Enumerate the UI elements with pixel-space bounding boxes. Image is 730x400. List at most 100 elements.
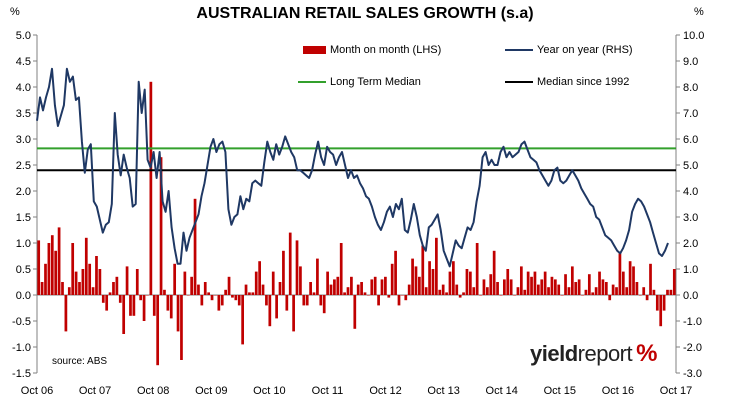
bar-month-on-month (567, 287, 571, 295)
bar-month-on-month (363, 292, 367, 295)
bar-month-on-month (166, 295, 170, 311)
bar-month-on-month (492, 250, 496, 295)
bar-month-on-month (180, 295, 183, 360)
bar-month-on-month (394, 250, 397, 295)
x-tick-label: Oct 08 (137, 385, 169, 397)
bar-month-on-month (550, 276, 554, 295)
bar-month-on-month (149, 81, 153, 295)
bar-month-on-month (261, 284, 265, 295)
bar-month-on-month (81, 269, 85, 295)
bar-month-on-month (61, 282, 64, 295)
bar-month-on-month (499, 295, 503, 296)
x-axis-ticks: Oct 06 Oct 07 Oct 08 Oct 09 Oct 10 Oct 11 Oct … (21, 385, 692, 397)
right-axis-ticks: 10.0 9.0 8.0 7.0 6.0 5.0 4.0 3.0 2.0 1.0 0.0 -1.0 -2… (676, 30, 704, 380)
bar-month-on-month (333, 279, 336, 295)
bar-month-on-month (322, 295, 326, 314)
bar-month-on-month (292, 295, 295, 332)
bar-month-on-month (530, 276, 533, 295)
bar-month-on-month (57, 227, 61, 295)
bar-month-on-month (101, 295, 105, 303)
left-tick-label: 1.5 (16, 212, 31, 224)
bar-month-on-month (122, 295, 126, 334)
bar-month-on-month (465, 269, 469, 295)
bar-month-on-month (458, 295, 462, 298)
bar-month-on-month (598, 271, 601, 295)
bar-month-on-month (197, 284, 200, 295)
bar-month-on-month (594, 287, 598, 295)
bar-month-on-month (601, 279, 605, 295)
bar-month-on-month (523, 289, 527, 295)
left-tick-label: 2.5 (16, 160, 31, 172)
bar-month-on-month (312, 292, 316, 295)
bar-month-on-month (224, 289, 228, 295)
percent-icon: % (636, 340, 657, 367)
left-tick-label: 4.0 (16, 82, 31, 94)
right-tick-label: 0.0 (683, 290, 698, 302)
bar-month-on-month (282, 250, 285, 295)
bar-month-on-month (438, 289, 442, 295)
bar-month-on-month (669, 289, 673, 295)
bar-month-on-month (414, 266, 418, 295)
bar-month-on-month (574, 282, 578, 295)
bar-month-on-month (380, 279, 384, 295)
bar-month-on-month (237, 295, 241, 306)
bar-month-on-month (642, 287, 646, 295)
legend-label-year-on-year: Year on year (RHS) (537, 44, 633, 56)
bar-month-on-month (638, 295, 642, 296)
bar-month-on-month (496, 282, 499, 295)
bar-month-on-month (560, 295, 564, 296)
bar-month-on-month (207, 292, 211, 295)
line-series-year-on-year (36, 67, 669, 268)
bar-month-on-month (587, 274, 591, 295)
bar-month-on-month (200, 295, 204, 306)
left-tick-label: 1.0 (16, 238, 31, 250)
bar-month-on-month (418, 276, 421, 295)
bar-month-on-month (424, 287, 428, 295)
bar-month-on-month (509, 279, 513, 295)
bar-month-on-month (557, 284, 561, 295)
left-tick-label: 4.5 (16, 56, 31, 68)
bar-series-month-on-month (37, 81, 676, 366)
bar-month-on-month (625, 287, 629, 295)
bar-month-on-month (98, 269, 102, 295)
bar-month-on-month (404, 295, 408, 301)
bar-month-on-month (611, 284, 615, 295)
bar-month-on-month (462, 292, 465, 295)
bar-month-on-month (547, 287, 550, 295)
left-tick-label: 5.0 (16, 30, 31, 42)
right-tick-label: 9.0 (683, 56, 698, 68)
bar-month-on-month (482, 279, 486, 295)
bar-month-on-month (377, 295, 380, 306)
bar-month-on-month (254, 271, 258, 295)
bar-month-on-month (152, 295, 156, 316)
bar-month-on-month (441, 284, 445, 295)
bar-month-on-month (435, 237, 438, 295)
left-axis-unit: % (10, 6, 20, 18)
bar-month-on-month (132, 295, 136, 316)
bar-month-on-month (234, 295, 238, 301)
legend-swatch-month-on-month (303, 46, 326, 54)
left-tick-label: 2.0 (16, 186, 31, 198)
right-tick-label: 10.0 (683, 30, 704, 42)
bar-month-on-month (190, 276, 194, 295)
bar-month-on-month (659, 295, 663, 327)
bar-month-on-month (645, 295, 649, 301)
bar-month-on-month (591, 292, 595, 295)
bar-month-on-month (258, 261, 261, 295)
legend-label-month-on-month: Month on month (LHS) (330, 44, 442, 56)
bar-month-on-month (203, 282, 207, 295)
right-tick-label: 6.0 (683, 134, 698, 146)
bar-month-on-month (316, 258, 319, 295)
bar-month-on-month (649, 263, 652, 295)
bar-month-on-month (526, 271, 530, 295)
bar-month-on-month (50, 235, 54, 295)
bar-month-on-month (367, 295, 370, 296)
bar-month-on-month (387, 295, 391, 298)
bar-month-on-month (373, 276, 377, 295)
bar-month-on-month (84, 237, 88, 295)
bar-month-on-month (564, 274, 567, 295)
right-tick-label: 3.0 (683, 212, 698, 224)
right-tick-label: -1.0 (683, 316, 702, 328)
bar-month-on-month (533, 271, 537, 295)
left-tick-label: 0.5 (16, 264, 31, 276)
